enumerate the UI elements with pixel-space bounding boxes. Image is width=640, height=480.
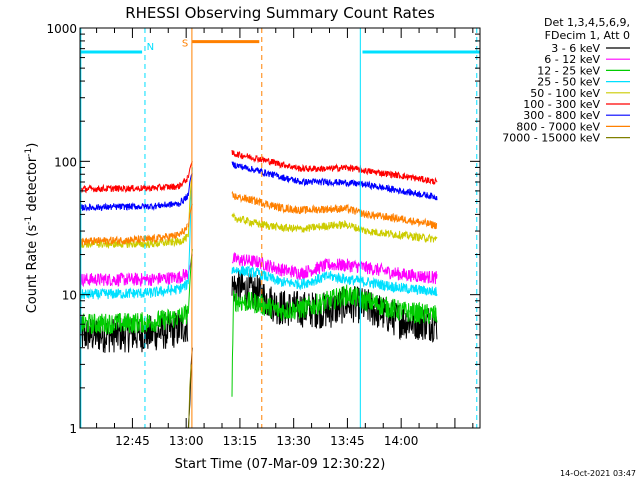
x-tick-label-1: 13:00 <box>169 434 204 448</box>
series-6-line-pre <box>79 192 189 212</box>
series-1-line-post <box>231 251 438 285</box>
series-8-line-spike <box>188 364 192 429</box>
x-tick-label-0: 12:45 <box>115 434 150 448</box>
plot-frame <box>79 27 481 429</box>
legend-label-4: 50 - 100 keV <box>530 87 600 100</box>
legend-label-7: 800 - 7000 keV <box>516 120 600 133</box>
y-tick-label-3: 1000 <box>46 22 77 36</box>
y-axis-label-main: Count Rate (s <box>25 225 40 314</box>
y-axis-label-end: ) <box>25 143 40 148</box>
y-axis-label-exp-1: -1 <box>24 216 34 225</box>
legend: Det 1,3,4,5,6,9, FDecim 1, Att 0 3 - 6 k… <box>502 16 630 145</box>
series-6-line-post <box>231 161 438 201</box>
night-flag-label: N <box>147 42 154 53</box>
legend-label-5: 100 - 300 keV <box>523 98 600 111</box>
x-tick-label-5: 14:00 <box>384 434 419 448</box>
footer-timestamp: 14-Oct-2021 03:47 <box>560 469 636 478</box>
y-axis-label-exp-2: -1 <box>24 148 34 157</box>
legend-header-line-2: FDecim 1, Att 0 <box>545 29 630 42</box>
series-7 <box>79 190 438 247</box>
y-tick-label-2: 100 <box>54 155 77 169</box>
x-tick-label-3: 13:30 <box>276 434 311 448</box>
series-5-line-post <box>231 149 438 185</box>
axes: 1 10 100 1000 12:45 13:00 13:15 13:30 13:45 14:00 <box>46 22 481 448</box>
series-7-line-pre <box>79 223 188 247</box>
series-3-line-pre <box>79 279 189 300</box>
legend-header-line-1: Det 1,3,4,5,6,9, <box>544 16 630 29</box>
series-7-line-post <box>231 190 438 230</box>
x-tick-label-2: 13:15 <box>223 434 258 448</box>
legend-label-2: 12 - 25 keV <box>537 64 600 77</box>
series-4-line-post <box>231 212 438 244</box>
series-3-line-post <box>231 265 438 297</box>
series-8 <box>188 364 192 429</box>
legend-label-1: 6 - 12 keV <box>544 53 600 66</box>
series-2-line-post <box>231 284 438 397</box>
series-4 <box>79 174 438 250</box>
y-tick-label-0: 1 <box>69 422 77 436</box>
legend-label-6: 300 - 800 keV <box>523 109 600 122</box>
x-axis-label: Start Time (07-Mar-09 12:30:22) <box>175 457 386 472</box>
series-5-line-pre <box>79 174 189 194</box>
legend-label-0: 3 - 6 keV <box>551 42 600 55</box>
y-tick-label-1: 10 <box>62 289 77 303</box>
legend-label-8: 7000 - 15000 keV <box>502 132 600 145</box>
series-1-line-pre <box>79 269 189 288</box>
series-2-line-pre <box>79 303 189 335</box>
y-axis-label-mid: detector <box>25 156 40 216</box>
y-axis-label: Count Rate (s-1 detector-1) <box>24 143 40 314</box>
chart-title: RHESSI Observing Summary Count Rates <box>125 4 435 22</box>
saa-flag-label: S <box>182 39 188 50</box>
legend-label-3: 25 - 50 keV <box>537 76 600 89</box>
x-tick-label-4: 13:45 <box>330 434 365 448</box>
